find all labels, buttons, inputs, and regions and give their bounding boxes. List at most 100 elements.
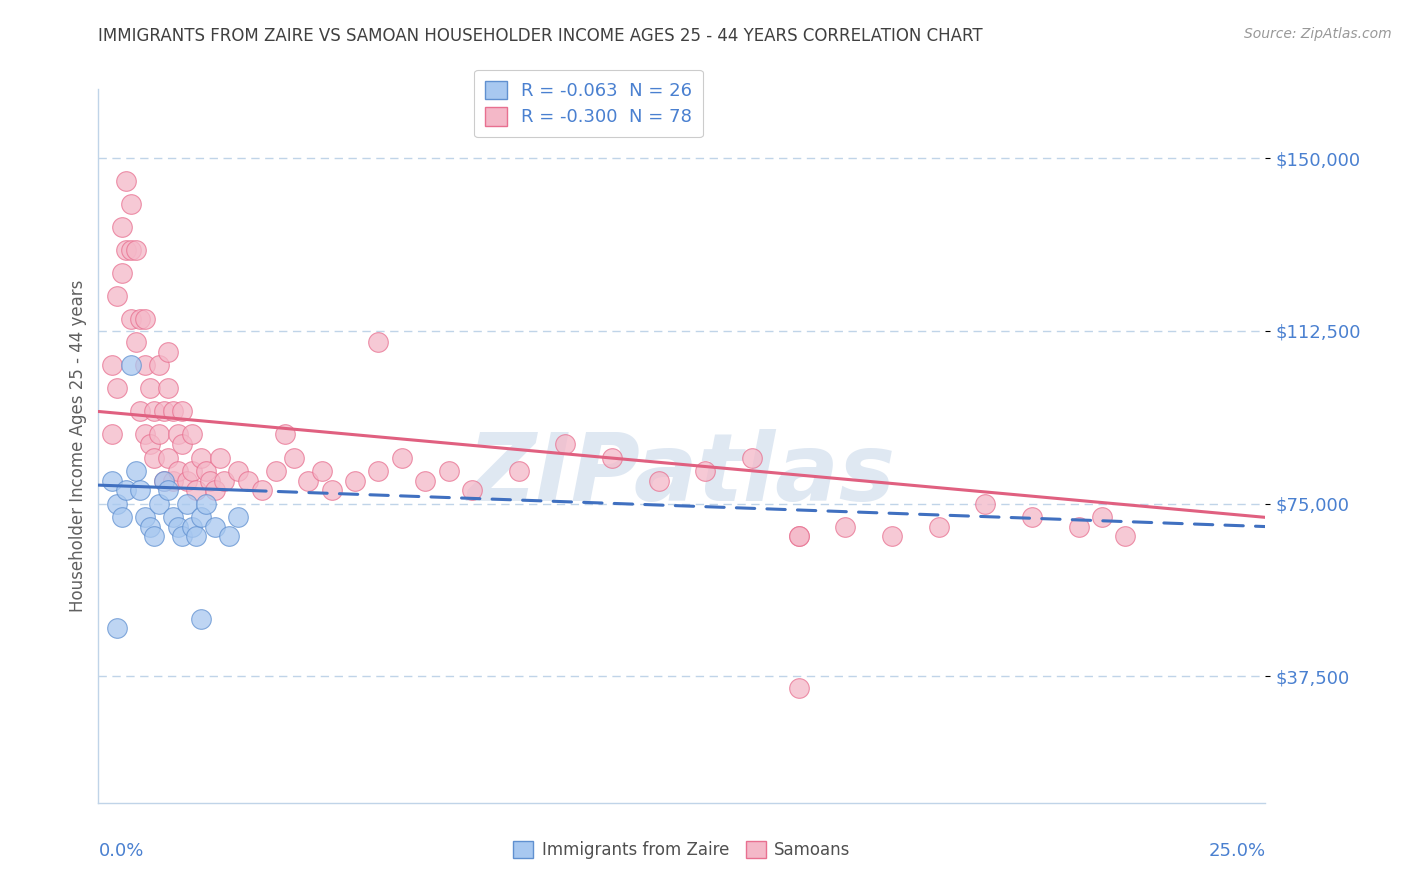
Point — [134, 359, 156, 373]
Point — [157, 483, 180, 497]
Point — [157, 381, 180, 395]
Point — [214, 474, 236, 488]
Point — [190, 450, 212, 465]
Point — [152, 474, 174, 488]
Text: 25.0%: 25.0% — [1208, 842, 1265, 860]
Point — [172, 529, 194, 543]
Point — [437, 464, 460, 478]
Point — [101, 427, 124, 442]
Point — [139, 381, 162, 395]
Point — [190, 612, 212, 626]
Point — [413, 474, 436, 488]
Point — [218, 529, 240, 543]
Point — [125, 244, 148, 258]
Text: IMMIGRANTS FROM ZAIRE VS SAMOAN HOUSEHOLDER INCOME AGES 25 - 44 YEARS CORRELATIO: IMMIGRANTS FROM ZAIRE VS SAMOAN HOUSEHOL… — [98, 27, 983, 45]
Point — [204, 519, 226, 533]
Point — [236, 474, 259, 488]
Text: ZIPatlas: ZIPatlas — [468, 428, 896, 521]
Point — [125, 464, 148, 478]
Point — [250, 483, 273, 497]
Point — [283, 450, 305, 465]
Point — [180, 519, 202, 533]
Point — [162, 404, 184, 418]
Point — [391, 450, 413, 465]
Point — [134, 427, 156, 442]
Point — [297, 474, 319, 488]
Point — [148, 497, 170, 511]
Point — [1114, 529, 1136, 543]
Point — [166, 519, 188, 533]
Point — [204, 483, 226, 497]
Point — [120, 197, 142, 211]
Point — [143, 450, 166, 465]
Point — [129, 483, 152, 497]
Point — [647, 474, 669, 488]
Point — [152, 474, 174, 488]
Point — [321, 483, 343, 497]
Point — [194, 464, 217, 478]
Point — [186, 483, 208, 497]
Point — [152, 404, 174, 418]
Point — [194, 497, 217, 511]
Point — [344, 474, 367, 488]
Point — [162, 510, 184, 524]
Point — [105, 497, 128, 511]
Point — [148, 427, 170, 442]
Legend: Immigrants from Zaire, Samoans: Immigrants from Zaire, Samoans — [506, 834, 858, 866]
Point — [139, 519, 162, 533]
Point — [554, 436, 576, 450]
Point — [139, 436, 162, 450]
Point — [120, 244, 142, 258]
Point — [129, 312, 152, 326]
Point — [115, 244, 138, 258]
Point — [1067, 519, 1090, 533]
Point — [115, 174, 138, 188]
Point — [115, 483, 138, 497]
Point — [166, 464, 188, 478]
Point — [787, 529, 810, 543]
Point — [1091, 510, 1114, 524]
Point — [143, 529, 166, 543]
Point — [101, 474, 124, 488]
Point — [311, 464, 333, 478]
Point — [928, 519, 950, 533]
Point — [695, 464, 717, 478]
Text: Source: ZipAtlas.com: Source: ZipAtlas.com — [1244, 27, 1392, 41]
Point — [787, 681, 810, 695]
Point — [172, 436, 194, 450]
Point — [111, 510, 134, 524]
Point — [111, 220, 134, 235]
Point — [600, 450, 623, 465]
Point — [148, 359, 170, 373]
Point — [741, 450, 763, 465]
Point — [190, 510, 212, 524]
Point — [186, 529, 208, 543]
Point — [180, 427, 202, 442]
Point — [134, 510, 156, 524]
Point — [974, 497, 997, 511]
Point — [367, 335, 389, 350]
Point — [176, 497, 198, 511]
Y-axis label: Householder Income Ages 25 - 44 years: Householder Income Ages 25 - 44 years — [69, 280, 87, 612]
Point — [787, 529, 810, 543]
Point — [134, 312, 156, 326]
Point — [101, 359, 124, 373]
Point — [264, 464, 287, 478]
Point — [228, 464, 250, 478]
Point — [120, 312, 142, 326]
Point — [228, 510, 250, 524]
Point — [508, 464, 530, 478]
Point — [162, 474, 184, 488]
Point — [208, 450, 231, 465]
Point — [166, 427, 188, 442]
Point — [834, 519, 856, 533]
Point — [176, 474, 198, 488]
Point — [172, 404, 194, 418]
Point — [143, 404, 166, 418]
Point — [200, 474, 222, 488]
Point — [125, 335, 148, 350]
Text: 0.0%: 0.0% — [98, 842, 143, 860]
Point — [105, 381, 128, 395]
Point — [120, 359, 142, 373]
Point — [157, 450, 180, 465]
